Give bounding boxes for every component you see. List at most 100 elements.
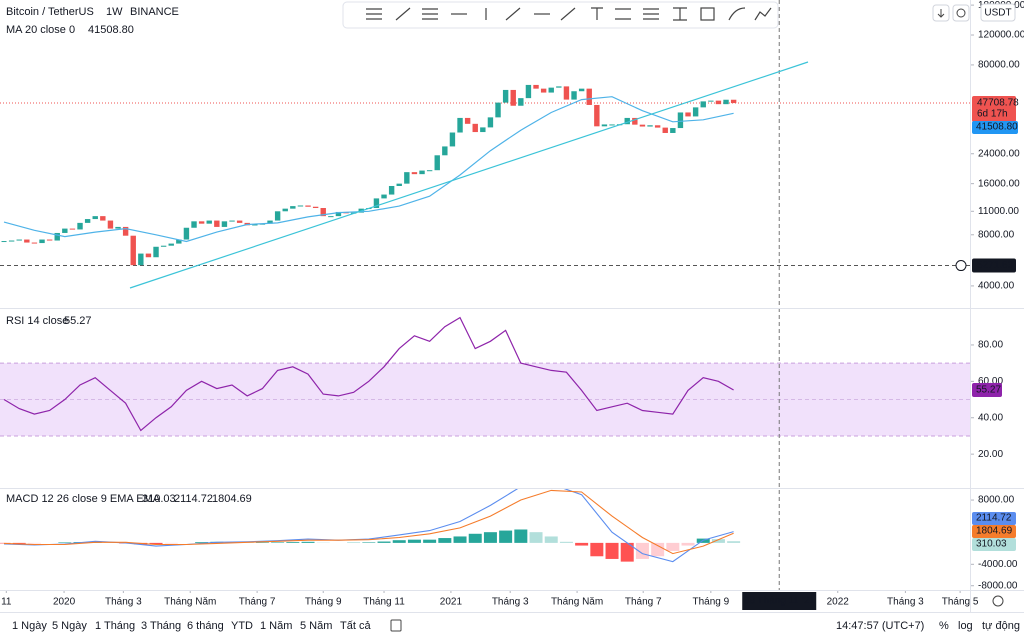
candle (685, 112, 691, 117)
y-tick-label: 8000.00 (978, 495, 1015, 506)
candle (510, 89, 516, 106)
tool-icon[interactable] (643, 8, 659, 20)
icon (937, 9, 945, 18)
macd-value-label: 310.03 (976, 539, 1007, 550)
x-tick-label: Tháng 5 (942, 597, 979, 608)
histogram-bar (666, 542, 680, 551)
macd-value-label: 2114.72 (976, 513, 1012, 524)
compare-icon[interactable] (390, 619, 402, 632)
y-tick-label: 20.00 (978, 449, 1003, 460)
y-tick-label: 80000.00 (978, 60, 1020, 71)
range-button[interactable]: 3 Tháng (141, 620, 181, 632)
candle (183, 227, 190, 240)
histogram-bar (575, 542, 589, 546)
candle (160, 245, 167, 247)
histogram-bar (605, 542, 619, 559)
scale-option[interactable]: % (939, 620, 949, 632)
histogram-bar (286, 542, 300, 543)
histogram-bar (468, 533, 482, 543)
histogram-bar (255, 542, 269, 543)
candle (31, 242, 38, 244)
candle (328, 216, 334, 218)
histogram-bar (620, 542, 634, 562)
tool-icon[interactable] (560, 7, 576, 21)
candle (533, 84, 539, 89)
scale-option[interactable]: log (958, 620, 973, 632)
candle (214, 220, 220, 227)
candle (434, 155, 440, 171)
ma-price-label: 41508.80 (976, 122, 1018, 133)
candle (107, 220, 114, 229)
candle (62, 228, 68, 233)
macd-value-box (972, 525, 1016, 538)
x-tick-label: Tháng 9 (305, 597, 342, 608)
tool-icon[interactable] (700, 7, 715, 21)
range-button[interactable]: 1 Ngày (12, 620, 47, 632)
scale-option[interactable]: tự động (982, 620, 1020, 632)
candle (176, 239, 182, 244)
candle (548, 87, 554, 93)
x-tick-label: Tháng 9 (692, 597, 729, 608)
date-label-box (742, 592, 817, 610)
candle (723, 99, 729, 105)
candle (525, 84, 532, 99)
tool-icon[interactable] (754, 7, 772, 21)
macd-value-label: 1804.69 (976, 526, 1013, 537)
candle (396, 183, 402, 186)
rsi-legend: RSI 14 close (6, 315, 68, 327)
x-tick-label: 2022 (827, 597, 850, 608)
range-button[interactable]: Tất cả (340, 620, 371, 632)
button[interactable] (952, 4, 970, 22)
tool-icon[interactable] (395, 7, 411, 21)
histogram-bar (651, 542, 665, 557)
tool-icon[interactable] (505, 7, 521, 21)
currency-button[interactable] (980, 3, 1016, 22)
tool-icon[interactable] (422, 8, 438, 20)
histogram-bar (377, 541, 391, 543)
tool-icon[interactable] (366, 8, 382, 20)
candle (563, 86, 570, 100)
candle (730, 99, 737, 104)
candle (221, 221, 228, 227)
candle (236, 220, 243, 223)
macd-line (3, 488, 734, 563)
y-tick-label: 4000.00 (978, 281, 1015, 292)
settings-icon[interactable] (992, 595, 1004, 607)
ma-legend: MA 20 close 0 (6, 24, 75, 36)
add-alert-icon[interactable] (955, 260, 967, 272)
ma-price-box (972, 121, 1018, 135)
range-button[interactable]: 1 Tháng (95, 620, 135, 632)
tool-icon[interactable] (728, 7, 746, 21)
candle (495, 102, 501, 118)
tool-icon[interactable] (615, 8, 631, 20)
candle (252, 224, 258, 226)
histogram-bar (711, 539, 725, 543)
candle (39, 239, 45, 244)
macd-value-box (972, 512, 1016, 525)
range-button[interactable]: 5 Ngày (52, 620, 87, 632)
candle (670, 128, 676, 133)
range-button[interactable]: YTD (231, 620, 253, 632)
rsi-line (3, 316, 734, 432)
range-button[interactable]: 1 Năm (260, 620, 292, 632)
range-button[interactable]: 6 tháng (187, 620, 224, 632)
trend-line[interactable] (129, 61, 809, 289)
histogram-bar (362, 542, 376, 543)
tool-icon[interactable] (591, 7, 603, 20)
range-button[interactable]: 5 Năm (300, 620, 332, 632)
crosshair-price-label: 5271.63 (977, 260, 1014, 271)
y-tick-label: 16000.00 (978, 178, 1020, 189)
candle (8, 240, 15, 242)
candle (206, 220, 212, 224)
x-tick-label: 2021 (440, 597, 463, 608)
candle (229, 220, 235, 222)
candle (320, 208, 326, 217)
histogram-bar (529, 532, 543, 543)
candle (130, 235, 136, 266)
x-tick-label: Tháng 3 (887, 597, 924, 608)
rsi-value-label: 55.27 (976, 385, 1001, 396)
candle (46, 239, 53, 241)
tool-icon[interactable] (673, 7, 687, 21)
candle (426, 170, 433, 172)
x-tick-label: Tháng Năm (164, 597, 216, 608)
